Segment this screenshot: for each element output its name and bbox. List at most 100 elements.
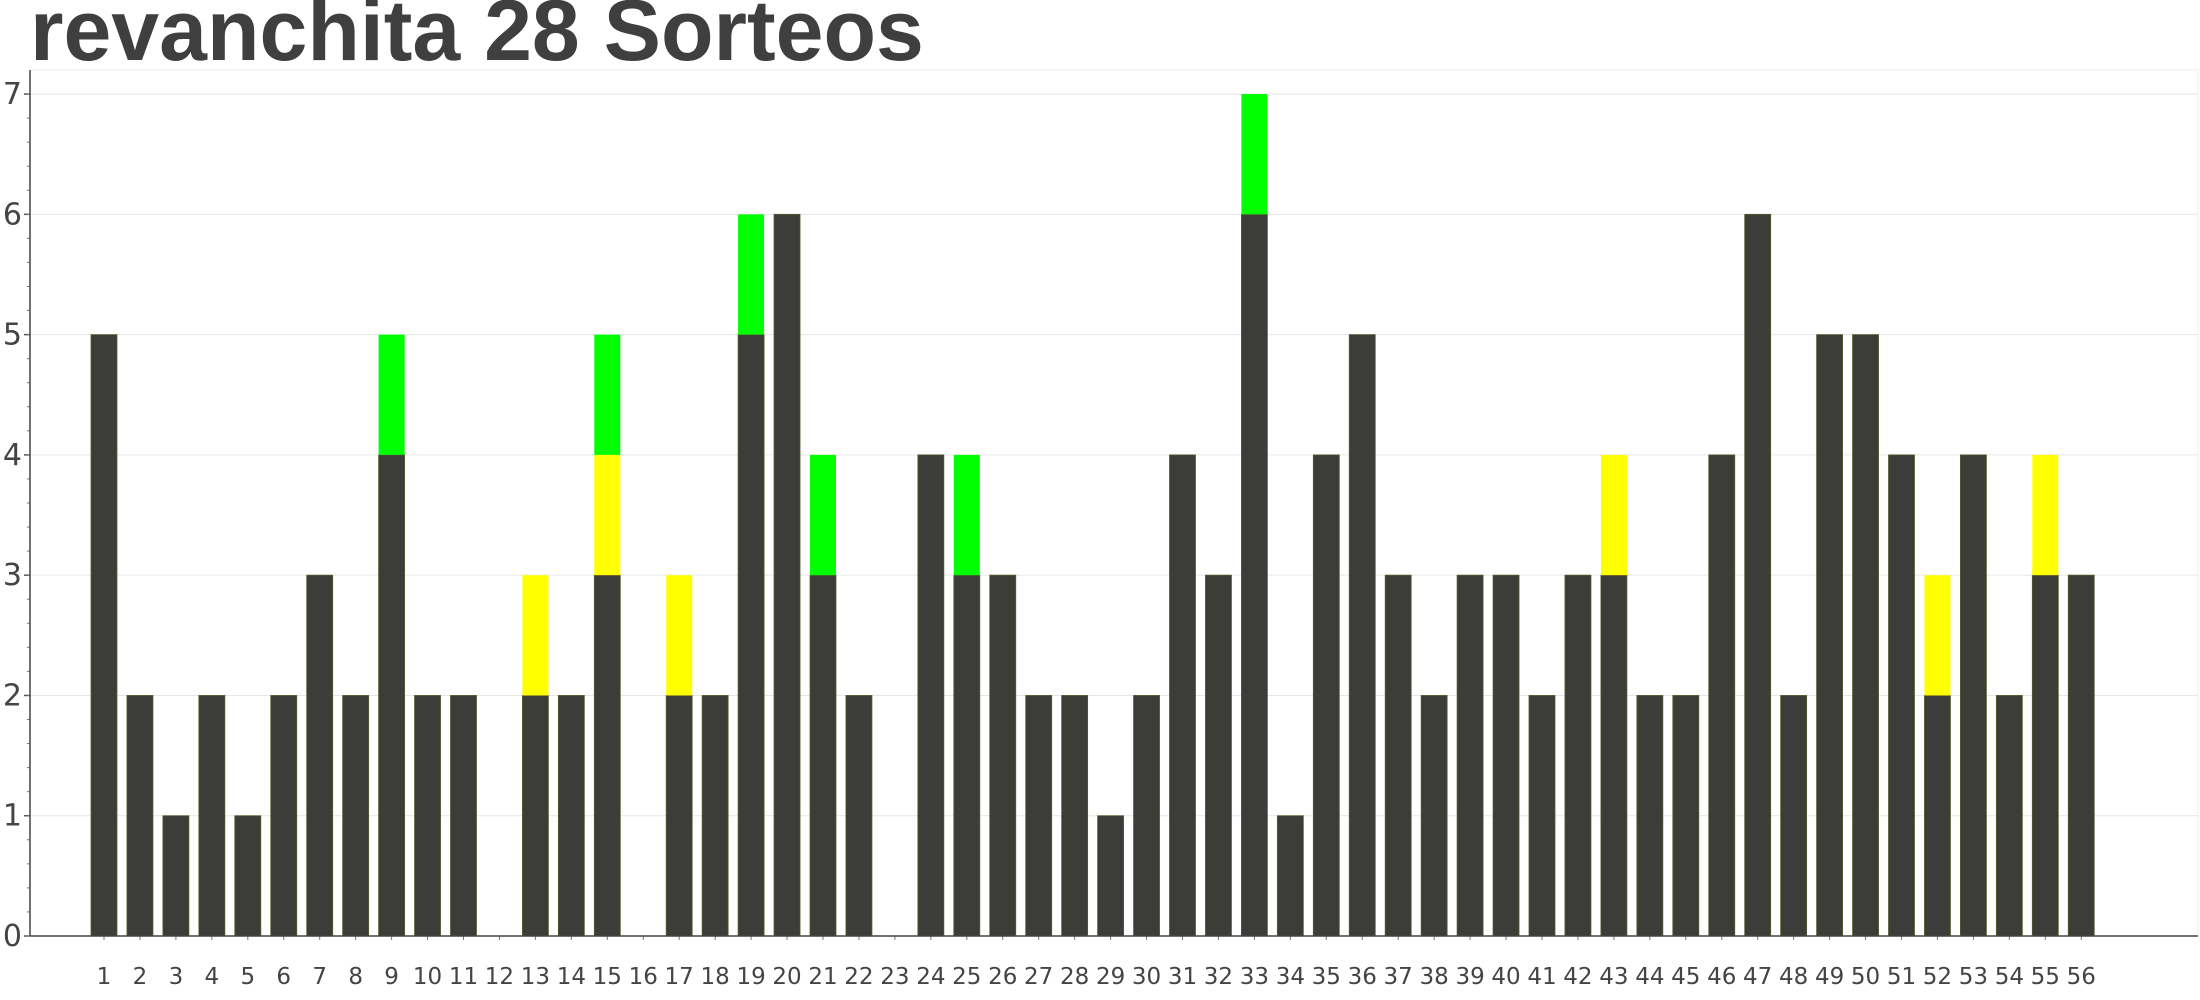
- bar-43-segment-0: [1600, 574, 1628, 937]
- bar-3-segment-0: [162, 815, 190, 937]
- x-tick-label: 41: [1527, 964, 1556, 990]
- x-tick-label: 10: [413, 964, 442, 990]
- bar-10-segment-0: [414, 695, 441, 937]
- bar-15-segment-0: [593, 574, 621, 937]
- bar-8-segment-0: [342, 695, 370, 937]
- bar-32-segment-0: [1205, 574, 1232, 937]
- x-tick-label: 52: [1923, 964, 1952, 990]
- bar-24-segment-0: [917, 454, 945, 937]
- x-tick-label: 32: [1204, 964, 1233, 990]
- x-tick-label: 55: [2031, 964, 2060, 990]
- bar-30-segment-0: [1133, 695, 1160, 937]
- x-tick-label: 31: [1168, 964, 1197, 990]
- bar-21-segment-2: [810, 454, 836, 576]
- bar-46-segment-0: [1708, 454, 1736, 937]
- x-tick-label: 47: [1743, 964, 1772, 990]
- bar-27-segment-0: [1025, 695, 1053, 937]
- bar-43-segment-1: [1600, 454, 1627, 576]
- bar-4-segment-0: [198, 695, 226, 937]
- x-tick-label: 5: [240, 964, 255, 990]
- bar-35-segment-0: [1312, 454, 1340, 937]
- x-tick-label: 42: [1563, 964, 1592, 990]
- x-tick-label: 7: [312, 964, 327, 990]
- x-tick-label: 45: [1671, 964, 1700, 990]
- bar-29-segment-0: [1097, 815, 1124, 937]
- x-tick-label: 12: [485, 964, 514, 990]
- bars: [90, 94, 2095, 937]
- x-tick-label: 37: [1384, 964, 1413, 990]
- bar-42-segment-0: [1564, 574, 1592, 937]
- x-tick-label: 49: [1815, 964, 1844, 990]
- bar-56-segment-0: [2067, 574, 2095, 937]
- bar-55-segment-1: [2032, 454, 2059, 576]
- x-tick-label: 29: [1096, 964, 1125, 990]
- x-tick-label: 28: [1060, 964, 1089, 990]
- bar-9-segment-2: [378, 334, 405, 455]
- x-tick-label: 1: [97, 964, 112, 990]
- x-tick-label: 13: [521, 964, 550, 990]
- x-tick-label: 22: [844, 964, 873, 990]
- x-tick-label: 20: [772, 964, 801, 990]
- bar-2-segment-0: [126, 695, 154, 937]
- y-tick-label: 2: [3, 678, 22, 713]
- bar-37-segment-0: [1384, 574, 1412, 937]
- bar-18-segment-0: [701, 695, 729, 937]
- x-tick-label: 30: [1132, 964, 1161, 990]
- x-tick-label: 14: [557, 964, 586, 990]
- bar-25-segment-2: [953, 454, 980, 576]
- x-tick-label: 27: [1024, 964, 1053, 990]
- x-tick-label: 40: [1491, 964, 1520, 990]
- bar-7-segment-0: [306, 574, 334, 937]
- bar-19-segment-0: [737, 334, 765, 937]
- bar-41-segment-0: [1528, 695, 1556, 937]
- bar-19-segment-2: [738, 214, 765, 335]
- bar-50-segment-0: [1852, 334, 1879, 937]
- x-tick-label: 9: [384, 964, 399, 990]
- x-tick-label: 38: [1420, 964, 1449, 990]
- x-tick-label: 56: [2067, 964, 2096, 990]
- x-tick-label: 17: [665, 964, 694, 990]
- bar-52-segment-1: [1924, 575, 1951, 696]
- bar-15-segment-1: [594, 454, 621, 576]
- bar-21-segment-0: [809, 574, 837, 937]
- bar-14-segment-0: [557, 695, 585, 937]
- bar-15-segment-2: [594, 334, 621, 455]
- y-tick-label: 5: [3, 318, 22, 353]
- x-tick-label: 25: [952, 964, 981, 990]
- bar-48-segment-0: [1780, 695, 1808, 937]
- x-tick-label: 15: [593, 964, 622, 990]
- x-tick-label: 36: [1348, 964, 1377, 990]
- x-tick-label: 50: [1851, 964, 1880, 990]
- bar-49-segment-0: [1816, 334, 1843, 937]
- x-tick-label: 8: [348, 964, 363, 990]
- x-tick-label: 26: [988, 964, 1017, 990]
- x-tick-label: 34: [1276, 964, 1305, 990]
- bar-17-segment-0: [665, 695, 693, 937]
- x-tick-label: 33: [1240, 964, 1269, 990]
- x-tick-label: 18: [701, 964, 730, 990]
- x-tick-label: 4: [205, 964, 220, 990]
- x-tick-label: 21: [808, 964, 837, 990]
- bar-38-segment-0: [1420, 695, 1448, 937]
- x-tick-label: 24: [916, 964, 945, 990]
- bar-33-segment-0: [1241, 213, 1268, 937]
- y-tick-label: 0: [3, 919, 22, 954]
- bar-53-segment-0: [1960, 454, 1987, 937]
- y-tick-label: 3: [3, 558, 22, 593]
- bar-20-segment-0: [773, 213, 801, 937]
- x-tick-label: 53: [1959, 964, 1988, 990]
- axes: [24, 70, 2198, 940]
- x-tick-label: 44: [1635, 964, 1664, 990]
- bar-40-segment-0: [1492, 574, 1520, 937]
- bar-52-segment-0: [1924, 695, 1951, 937]
- y-tick-label: 1: [3, 799, 22, 834]
- bar-39-segment-0: [1456, 574, 1484, 937]
- x-tick-label: 39: [1455, 964, 1484, 990]
- bar-13-segment-0: [522, 695, 549, 937]
- bar-11-segment-0: [450, 695, 477, 937]
- bar-55-segment-0: [2031, 574, 2059, 937]
- x-tick-label: 46: [1707, 964, 1736, 990]
- bar-6-segment-0: [270, 695, 298, 937]
